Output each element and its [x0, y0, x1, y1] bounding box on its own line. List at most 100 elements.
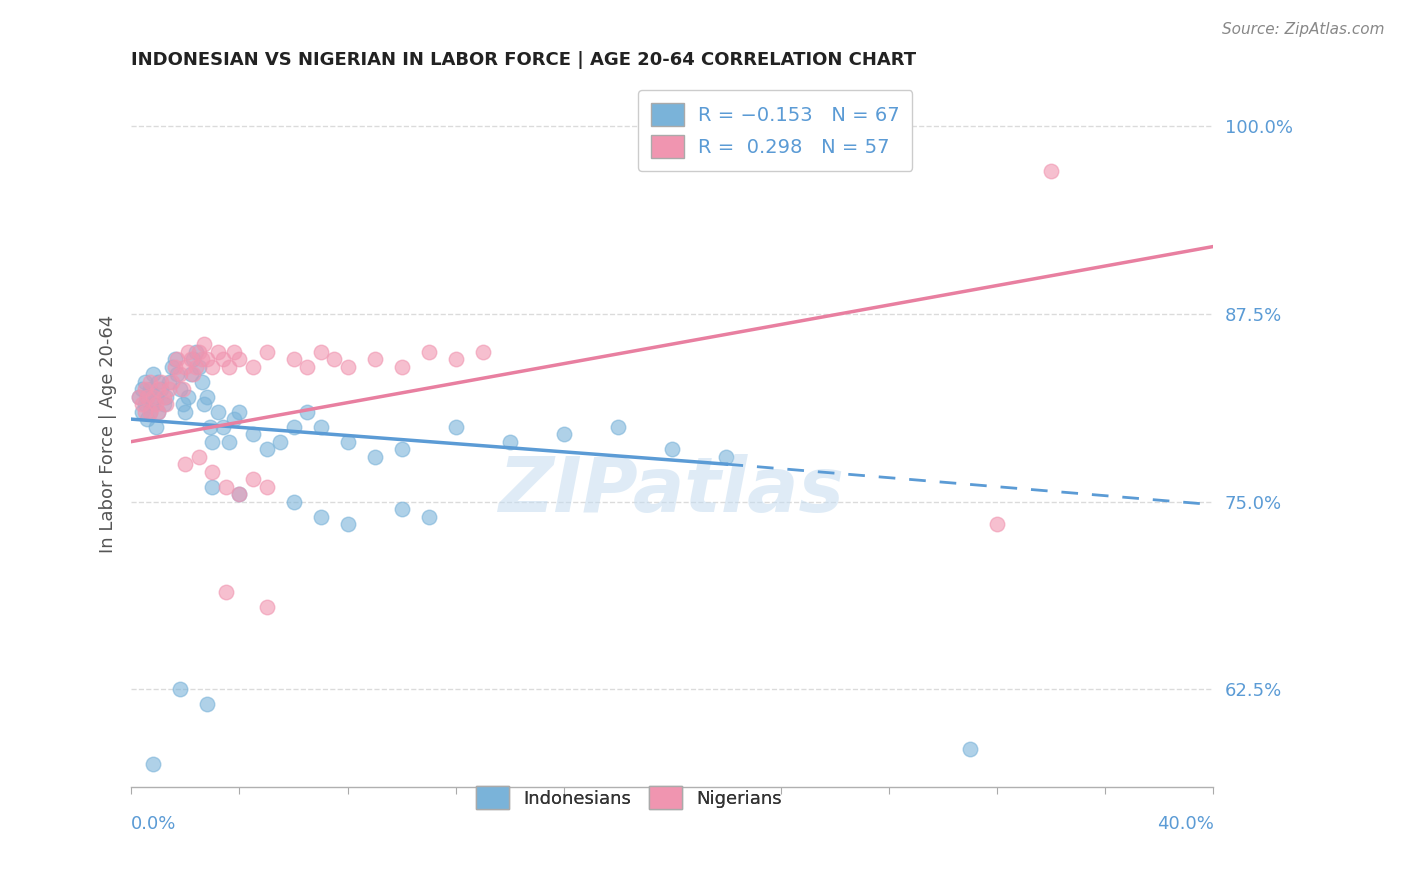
Point [134, 375, 156, 389]
Point [142, 397, 165, 411]
Point [195, 698, 218, 712]
Point [131, 397, 153, 411]
Point [155, 390, 177, 404]
Point [242, 427, 264, 442]
Point [215, 480, 238, 494]
Point [959, 742, 981, 756]
Point [169, 367, 191, 381]
Point [309, 344, 332, 359]
Point [169, 382, 191, 396]
Point [198, 419, 221, 434]
Point [152, 397, 174, 411]
Point [391, 359, 413, 374]
Point [193, 397, 215, 411]
Point [128, 390, 150, 404]
Point [201, 480, 224, 494]
Point [472, 344, 495, 359]
Point [201, 465, 224, 479]
Point [553, 427, 575, 442]
Point [145, 419, 167, 434]
Point [136, 390, 159, 404]
Point [142, 757, 165, 772]
Y-axis label: In Labor Force | Age 20-64: In Labor Force | Age 20-64 [100, 315, 117, 553]
Point [195, 390, 218, 404]
Point [183, 352, 205, 367]
Point [163, 359, 186, 374]
Point [180, 367, 202, 381]
Point [190, 375, 212, 389]
Point [212, 352, 235, 367]
Point [222, 344, 245, 359]
Point [212, 419, 235, 434]
Point [201, 359, 224, 374]
Point [142, 367, 165, 381]
Point [174, 404, 197, 418]
Point [309, 509, 332, 524]
Point [148, 404, 170, 418]
Point [283, 494, 305, 508]
Point [163, 352, 186, 367]
Point [661, 442, 683, 457]
Point [323, 352, 346, 367]
Point [131, 404, 153, 418]
Point [444, 352, 467, 367]
Point [186, 344, 208, 359]
Point [136, 412, 159, 426]
Point [207, 404, 229, 418]
Point [391, 502, 413, 516]
Point [134, 382, 156, 396]
Point [172, 382, 194, 396]
Point [139, 375, 162, 389]
Point [174, 457, 197, 471]
Point [145, 397, 167, 411]
Point [187, 359, 209, 374]
Point [134, 404, 156, 418]
Point [336, 517, 359, 532]
Point [716, 450, 738, 464]
Point [148, 382, 170, 396]
Point [295, 404, 318, 418]
Text: 0.0%: 0.0% [131, 815, 177, 833]
Point [418, 509, 440, 524]
Point [177, 390, 200, 404]
Point [201, 434, 224, 449]
Point [283, 419, 305, 434]
Point [364, 450, 387, 464]
Point [139, 404, 162, 418]
Point [269, 434, 291, 449]
Point [256, 599, 278, 614]
Point [186, 359, 208, 374]
Point [155, 397, 177, 411]
Point [152, 390, 174, 404]
Point [215, 584, 238, 599]
Point [256, 344, 278, 359]
Point [336, 434, 359, 449]
Point [148, 375, 170, 389]
Point [166, 352, 188, 367]
Point [218, 359, 240, 374]
Point [218, 434, 240, 449]
Point [169, 682, 191, 697]
Point [150, 375, 173, 389]
Text: Source: ZipAtlas.com: Source: ZipAtlas.com [1222, 22, 1385, 37]
Point [986, 517, 1008, 532]
Point [193, 337, 215, 351]
Point [148, 404, 170, 418]
Point [139, 382, 162, 396]
Point [295, 359, 318, 374]
Point [128, 390, 150, 404]
Point [139, 404, 162, 418]
Point [364, 352, 387, 367]
Point [131, 382, 153, 396]
Point [228, 487, 250, 501]
Point [336, 359, 359, 374]
Point [190, 352, 212, 367]
Point [228, 352, 250, 367]
Point [183, 367, 205, 381]
Text: INDONESIAN VS NIGERIAN IN LABOR FORCE | AGE 20-64 CORRELATION CHART: INDONESIAN VS NIGERIAN IN LABOR FORCE | … [131, 51, 917, 69]
Point [256, 480, 278, 494]
Point [136, 390, 159, 404]
Point [1040, 164, 1063, 178]
Point [228, 487, 250, 501]
Point [142, 390, 165, 404]
